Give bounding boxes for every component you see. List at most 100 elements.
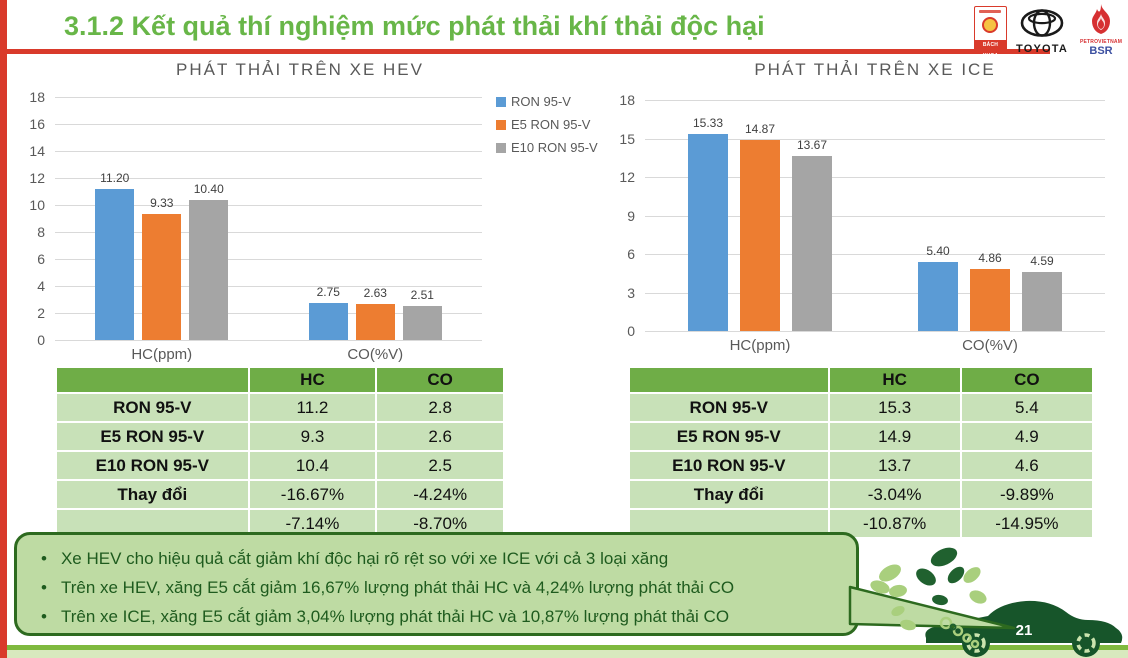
table-row: E5 RON 95-V 9.3 2.6 [55, 421, 505, 452]
ice-table: HC CO RON 95-V 15.3 5.4 E5 RON 95-V 14.9 4.9 E10… [628, 366, 1095, 539]
summary-bullet: Xe HEV cho hiệu quả cắt giảm khí độc hại… [41, 544, 846, 573]
y-axis-tick-label: 9 [627, 207, 635, 224]
bar [95, 188, 135, 340]
chart-legend: RON 95-V E5 RON 95-V E10 RON 95-V [496, 90, 598, 159]
gridline [55, 232, 482, 233]
callout-tail [848, 585, 1016, 630]
bar [688, 134, 728, 331]
leaves-icon [870, 547, 987, 649]
table-cell: 5.4 [959, 392, 1095, 423]
table-cell: -3.04% [827, 479, 962, 510]
gridline [645, 177, 1105, 178]
ground-strip [0, 650, 1128, 658]
bsr-label: BSR [1089, 45, 1113, 57]
page-title: 3.1.2 Kết quả thí nghiệm mức phát thải k… [64, 11, 765, 41]
page-number: 21 [1015, 622, 1033, 639]
table-row: E5 RON 95-V 14.9 4.9 [628, 421, 1095, 452]
gridline [55, 205, 482, 206]
bar-value-label: 11.20 [100, 170, 130, 185]
bar-value-label: 15.33 [692, 116, 724, 131]
legend-swatch [496, 119, 506, 130]
legend-label: E10 RON 95-V [511, 140, 598, 155]
y-axis-tick-label: 18 [29, 89, 45, 105]
table-header-cell: CO [375, 366, 505, 394]
table-cell: -9.89% [959, 479, 1095, 510]
y-axis-tick-label: 10 [29, 197, 45, 213]
table-row: E10 RON 95-V 10.4 2.5 [55, 450, 505, 481]
summary-callout: Xe HEV cho hiệu quả cắt giảm khí độc hại… [14, 532, 859, 636]
y-axis-tick-label: 12 [619, 169, 635, 185]
summary-bullets: Xe HEV cho hiệu quả cắt giảm khí độc hại… [41, 544, 846, 631]
legend-item: E5 RON 95-V [496, 113, 598, 136]
data-table: HC CO RON 95-V 15.3 5.4 E5 RON 95-V 14.9 4.9 E10… [628, 366, 1095, 539]
table-cell: 15.3 [827, 392, 962, 423]
petrovietnam-label: PETROVIETNAM [1079, 39, 1123, 45]
table-cell: 2.5 [375, 450, 505, 481]
table-header-cell: HC [247, 366, 378, 394]
bar [189, 199, 229, 340]
bachkhoa-emblem-icon [982, 17, 998, 33]
y-axis-tick-label: 0 [627, 323, 635, 339]
table-cell: 4.9 [959, 421, 1095, 452]
flame-icon [1092, 4, 1110, 34]
legend-label: RON 95-V [511, 94, 571, 109]
left-accent-bar [0, 0, 7, 658]
bar [355, 304, 395, 340]
y-axis-tick-label: 2 [37, 305, 45, 321]
bar [970, 268, 1010, 331]
table-header-cell [55, 366, 250, 394]
table-row-label: Thay đổi [55, 479, 250, 510]
table-row: RON 95-V 11.2 2.8 [55, 392, 505, 423]
bar-value-label: 4.86 [978, 250, 1002, 265]
table-row-label: E10 RON 95-V [628, 450, 830, 481]
bar-value-label: 4.59 [1030, 254, 1054, 269]
summary-bullet: Trên xe ICE, xăng E5 cắt giảm 3,04% lượn… [41, 602, 846, 631]
table-cell: -10.87% [827, 508, 962, 539]
data-table: HC CO RON 95-V 11.2 2.8 E5 RON 95-V 9.3 2.6 E10 … [55, 366, 505, 539]
table-header-cell: HC [827, 366, 962, 394]
category-label: HC(ppm) [729, 337, 791, 354]
y-axis-tick-label: 6 [37, 251, 45, 267]
y-axis-tick-label: 18 [619, 92, 635, 108]
bar-value-label: 10.40 [193, 181, 224, 196]
bar-value-label: 13.67 [796, 137, 828, 152]
chart-title: PHÁT THẢI TRÊN XE ICE [754, 60, 996, 79]
table-row-label: RON 95-V [55, 392, 250, 423]
chart-title: PHÁT THẢI TRÊN XE HEV [176, 60, 424, 79]
y-axis-tick-label: 6 [627, 246, 635, 262]
table-row-label: RON 95-V [628, 392, 830, 423]
category-label: HC(ppm) [131, 346, 193, 363]
table-cell: 11.2 [247, 392, 378, 423]
table-header-cell [628, 366, 830, 394]
bar-value-label: 2.75 [316, 284, 340, 299]
gridline [645, 292, 1105, 294]
table-cell: 2.8 [375, 392, 505, 423]
bar [740, 140, 780, 331]
table-cell: 2.6 [375, 421, 505, 452]
y-axis-tick-label: 3 [627, 284, 635, 301]
gridline [55, 313, 482, 314]
category-label: CO(%V) [347, 346, 404, 363]
bar [1022, 272, 1062, 331]
gridline [645, 138, 1105, 140]
bar [792, 155, 832, 331]
bachkhoa-logo: BÁCH KHOA [974, 6, 1007, 59]
toyota-logo: TOYOTA [1010, 9, 1074, 55]
gridline [645, 254, 1105, 255]
title-underline [0, 49, 1050, 54]
table-cell: -16.67% [247, 479, 378, 510]
summary-bullet: Trên xe HEV, xăng E5 cắt giảm 16,67% lượ… [41, 573, 846, 602]
y-axis-tick-label: 16 [29, 116, 45, 132]
ground-line [0, 645, 1128, 650]
petrovietnam-bsr-logo: PETROVIETNAM BSR [1076, 4, 1126, 57]
table-cell: 10.4 [247, 450, 378, 481]
legend-label: E5 RON 95-V [511, 117, 591, 132]
table-cell: -14.95% [959, 508, 1095, 539]
y-axis-tick-label: 14 [29, 143, 45, 159]
table-cell: 4.6 [959, 450, 1095, 481]
bar-value-label: 2.63 [363, 286, 387, 301]
gridline [55, 178, 482, 179]
gridline [55, 340, 482, 341]
toyota-emblem-icon [1020, 9, 1064, 37]
